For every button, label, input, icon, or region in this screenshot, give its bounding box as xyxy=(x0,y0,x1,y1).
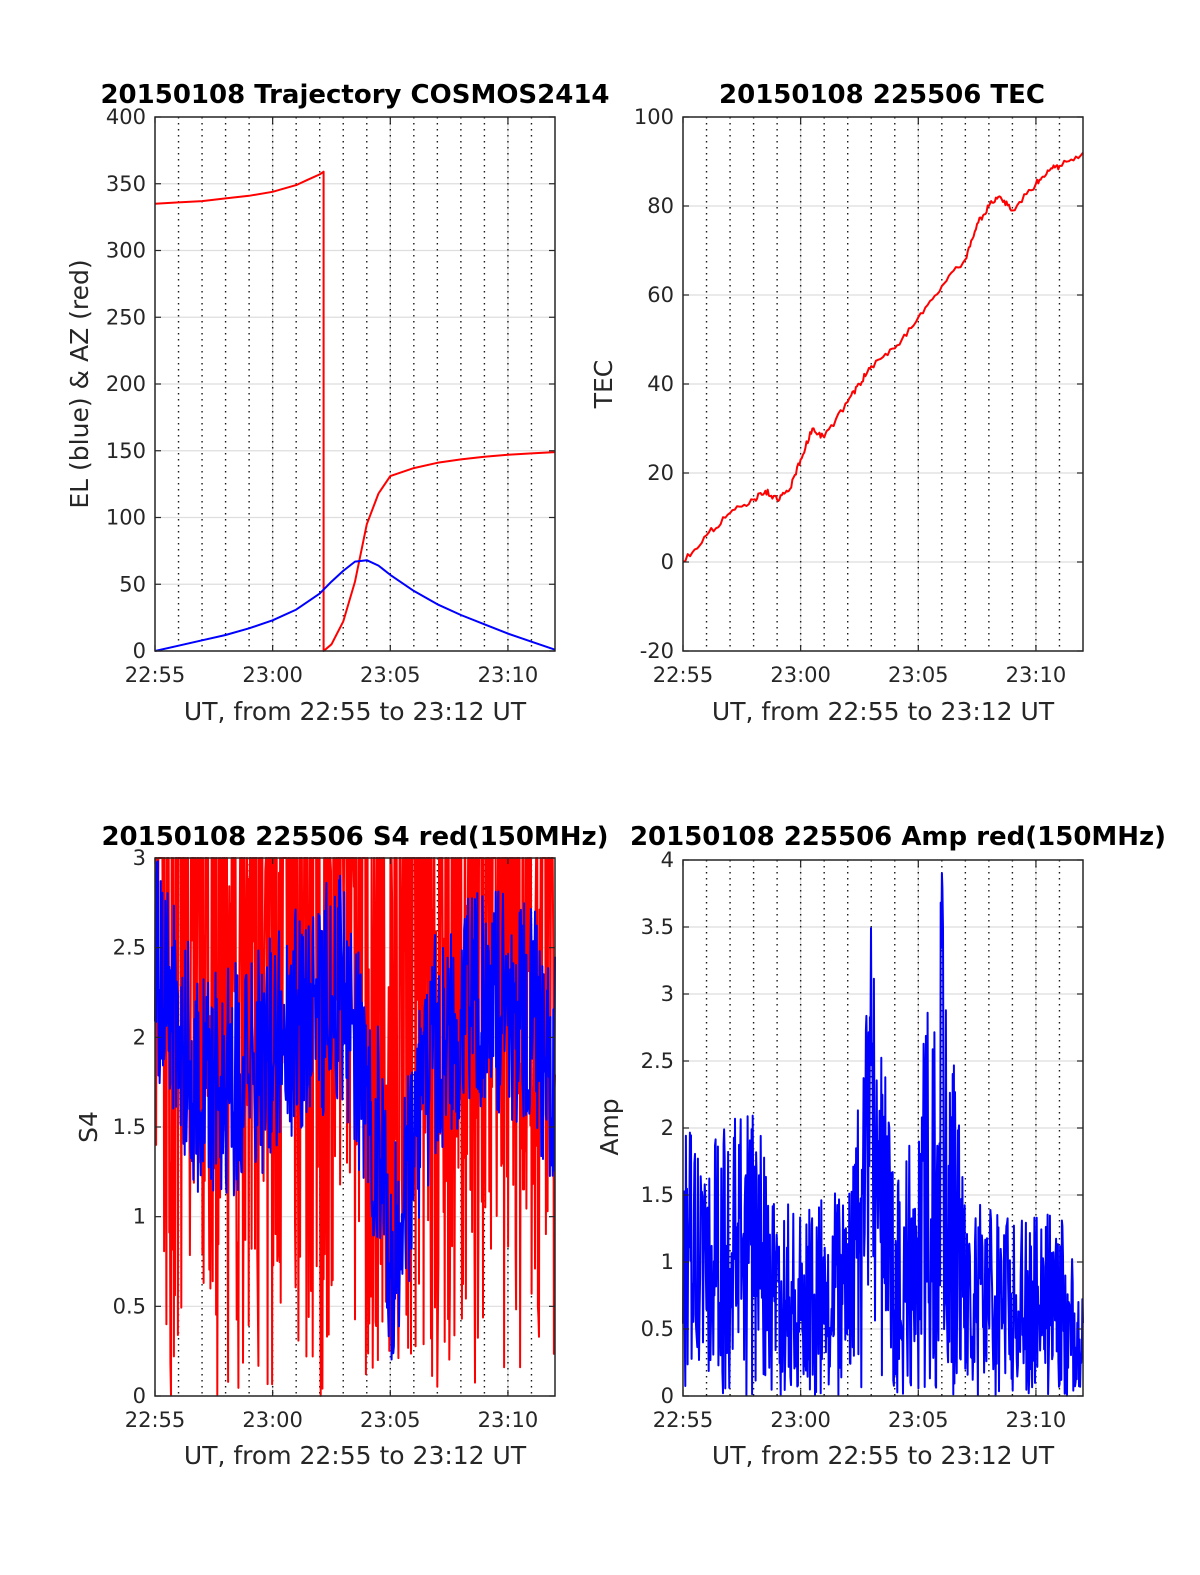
series-group xyxy=(682,151,1084,563)
x-tick-label: 23:10 xyxy=(478,663,539,687)
y-tick-label: 2 xyxy=(133,1025,146,1049)
chart-title: 20150108 225506 S4 red(150MHz) xyxy=(101,822,608,852)
y-tick-label: 100 xyxy=(634,105,674,129)
x-tick-label: 22:55 xyxy=(125,1408,186,1432)
y-tick-label: 300 xyxy=(106,239,146,263)
y-tick-label: 250 xyxy=(106,305,146,329)
y-tick-label: -20 xyxy=(640,639,674,663)
series-line xyxy=(682,872,1084,1397)
y-tick-label: 350 xyxy=(106,172,146,196)
y-tick-label: 80 xyxy=(647,194,674,218)
y-tick-label: 2 xyxy=(661,1116,674,1140)
x-tick-label: 23:10 xyxy=(478,1408,539,1432)
tec-panel: 20150108 225506 TEC 22:55 23:00 23:05 23:10… xyxy=(589,80,1084,726)
tick-group: 22:55 23:00 23:05 23:10 0 0.5 1 1.5 2 2.5 3 3.5 4 xyxy=(641,848,1083,1432)
y-axis-label: EL (blue) & AZ (red) xyxy=(65,259,94,508)
y-tick-label: 150 xyxy=(106,439,146,463)
y-tick-label: 1 xyxy=(133,1205,146,1229)
y-tick-label: 400 xyxy=(106,105,146,129)
y-tick-label: 3.5 xyxy=(641,915,674,939)
x-tick-label: 23:05 xyxy=(360,663,421,687)
x-tick-label: 23:00 xyxy=(770,663,831,687)
chart-title: 20150108 Trajectory COSMOS2414 xyxy=(100,80,609,110)
y-tick-label: 50 xyxy=(119,572,146,596)
series-line xyxy=(154,860,556,1361)
y-axis-label: S4 xyxy=(74,1111,103,1143)
tick-group: 22:55 23:00 23:05 23:10 0 50 100 150 200 250 300 35… xyxy=(106,105,555,687)
y-tick-label: 0 xyxy=(133,639,146,663)
y-tick-label: 20 xyxy=(647,461,674,485)
y-tick-label: 1.5 xyxy=(113,1115,146,1139)
y-tick-label: 0 xyxy=(661,550,674,574)
y-tick-label: 2.5 xyxy=(641,1049,674,1073)
y-tick-label: 0.5 xyxy=(113,1294,146,1318)
y-axis-label: TEC xyxy=(589,360,618,410)
tick-group: 22:55 23:00 23:05 23:10 -20 0 20 40 60 80 100 xyxy=(634,105,1083,687)
chart-title: 20150108 225506 Amp red(150MHz) xyxy=(630,822,1166,852)
x-tick-label: 23:05 xyxy=(888,1408,949,1432)
s4-panel: 20150108 225506 S4 red(150MHz) 22:55 23:0… xyxy=(74,822,609,1470)
y-tick-label: 0 xyxy=(133,1384,146,1408)
x-tick-label: 22:55 xyxy=(653,663,714,687)
x-axis-label: UT, from 22:55 to 23:12 UT xyxy=(184,1441,527,1470)
y-tick-label: 2.5 xyxy=(113,936,146,960)
series-group xyxy=(682,872,1084,1397)
y-tick-label: 60 xyxy=(647,283,674,307)
x-tick-label: 23:05 xyxy=(888,663,949,687)
y-tick-label: 3 xyxy=(661,982,674,1006)
amp-panel: 20150108 225506 Amp red(150MHz) 22:55 23:… xyxy=(595,822,1166,1470)
tick-group: 22:55 23:00 23:05 23:10 0 0.5 1 1.5 2 2.5 3 xyxy=(113,846,555,1432)
x-axis-label: UT, from 22:55 to 23:12 UT xyxy=(184,697,527,726)
x-tick-label: 22:55 xyxy=(653,1408,714,1432)
series-group xyxy=(154,170,556,652)
y-tick-label: 1 xyxy=(661,1250,674,1274)
series-line xyxy=(154,559,556,652)
series-line xyxy=(154,170,556,652)
x-tick-label: 23:10 xyxy=(1006,1408,1067,1432)
grid xyxy=(154,116,555,652)
series-line xyxy=(682,151,1084,563)
trajectory-panel: 20150108 Trajectory COSMOS2414 22:55 23:0… xyxy=(65,80,610,726)
y-tick-label: 4 xyxy=(661,848,674,872)
x-tick-label: 23:10 xyxy=(1006,663,1067,687)
x-tick-label: 23:00 xyxy=(770,1408,831,1432)
y-tick-label: 100 xyxy=(106,506,146,530)
y-tick-label: 200 xyxy=(106,372,146,396)
x-tick-label: 23:05 xyxy=(360,1408,421,1432)
y-axis-label: Amp xyxy=(595,1098,624,1155)
x-tick-label: 22:55 xyxy=(125,663,186,687)
x-tick-label: 23:00 xyxy=(242,1408,303,1432)
y-tick-label: 40 xyxy=(647,372,674,396)
y-tick-label: 0.5 xyxy=(641,1317,674,1341)
x-axis-label: UT, from 22:55 to 23:12 UT xyxy=(712,697,1055,726)
chart-title: 20150108 225506 TEC xyxy=(719,80,1045,110)
x-tick-label: 23:00 xyxy=(242,663,303,687)
y-tick-label: 1.5 xyxy=(641,1183,674,1207)
y-tick-label: 0 xyxy=(661,1384,674,1408)
x-axis-label: UT, from 22:55 to 23:12 UT xyxy=(712,1441,1055,1470)
y-tick-label: 3 xyxy=(133,846,146,870)
